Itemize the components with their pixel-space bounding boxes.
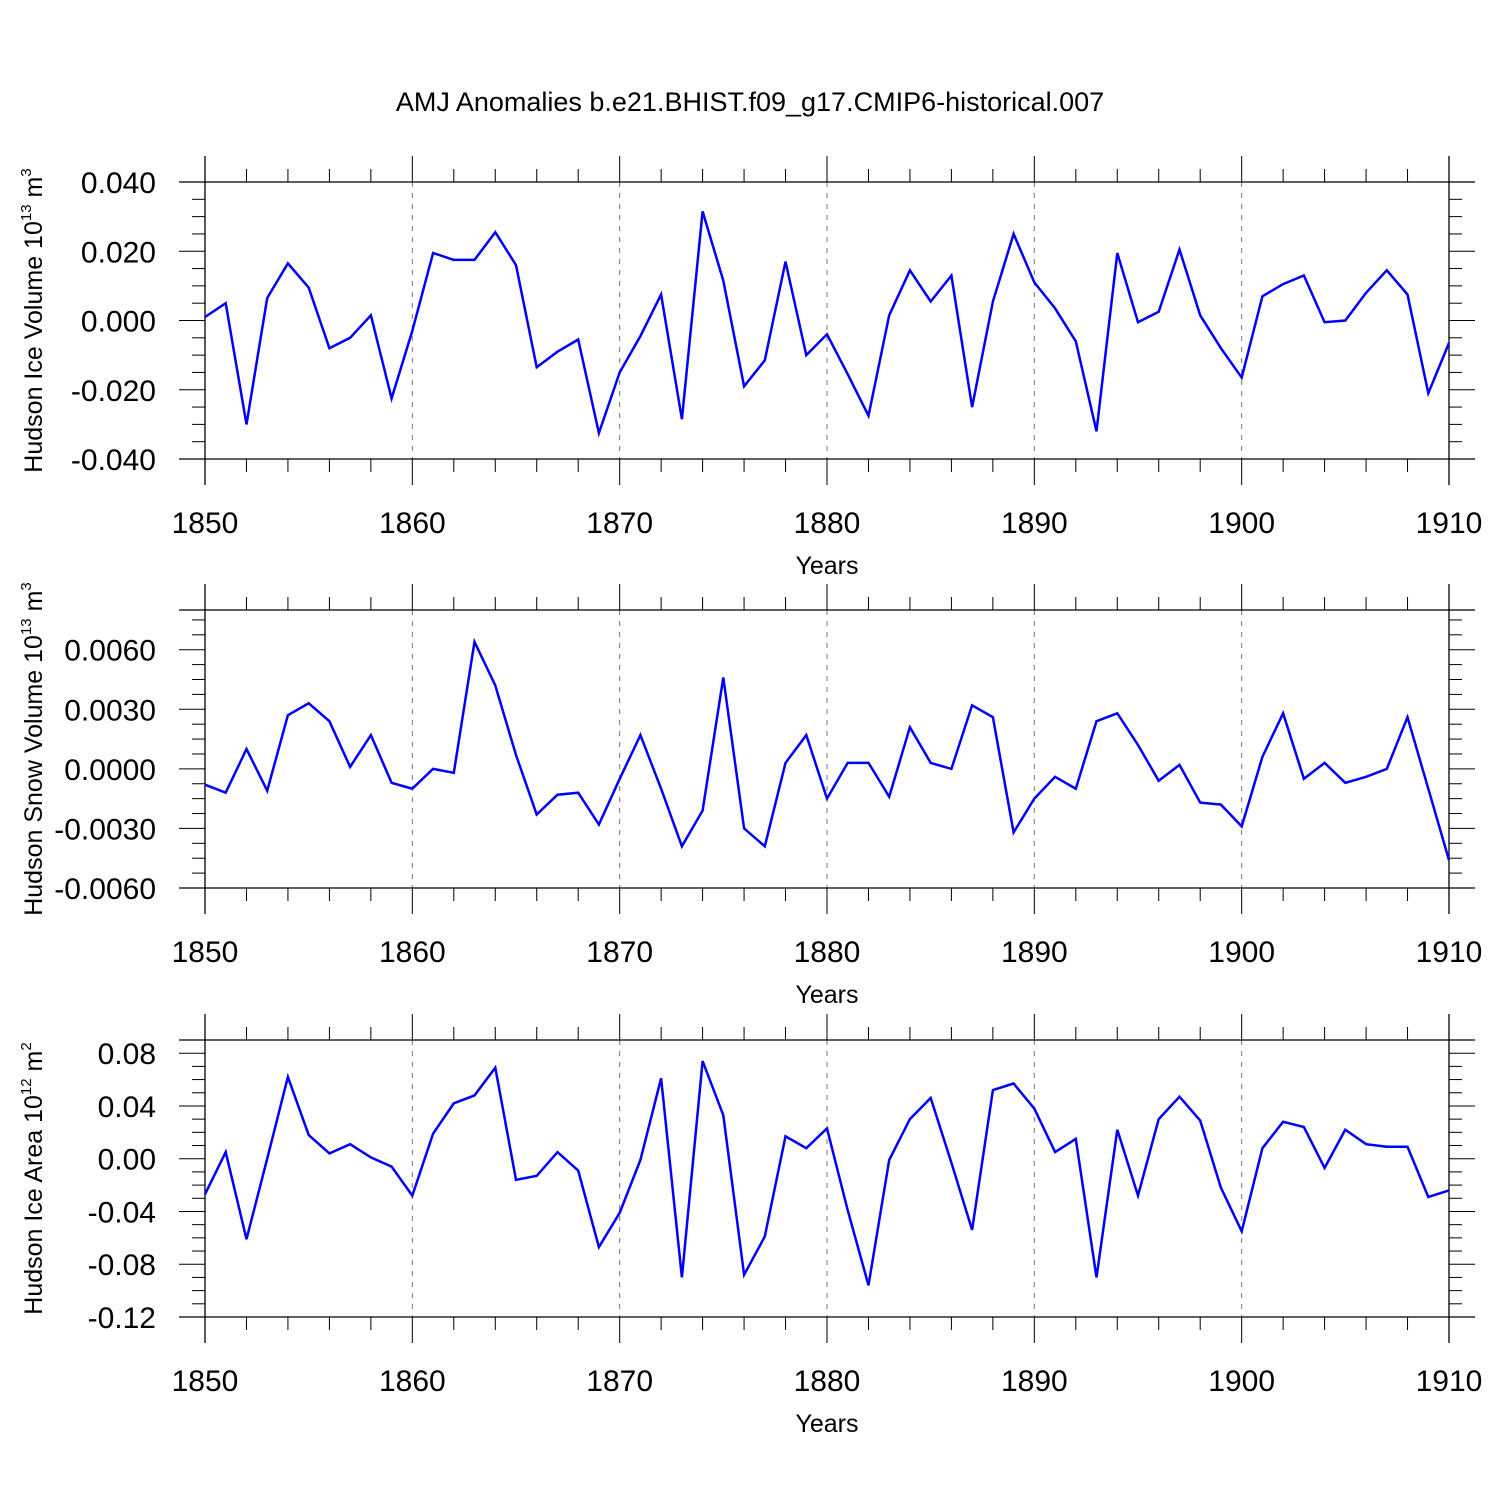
x-tick-label: 1850 (172, 936, 239, 969)
y-axis-title-text: Hudson Snow Volume 10 (20, 635, 48, 916)
y-tick-label: 0.0060 (64, 635, 156, 668)
y-axis-title-unit-exponent: 2 (18, 1042, 35, 1050)
x-tick-label: 1880 (794, 936, 861, 969)
y-axis-title-exponent: 13 (18, 618, 35, 635)
y-axis-title-unit: m (20, 1051, 48, 1079)
y-tick-label: 0.020 (81, 236, 156, 269)
series-line (203, 1060, 1450, 1286)
panel-2: 1850 1860 1870 1880 1890 1900 1910 Years -0.0060… (18, 582, 1482, 1009)
y-tick-label: -0.0060 (54, 873, 156, 906)
x-tick-label: 1870 (586, 507, 653, 540)
y-axis-title-unit: m (20, 591, 48, 619)
x-axis-title: Years (795, 552, 858, 580)
y-axis-title-unit-exponent: 3 (18, 168, 35, 176)
y-axis-title-text: Hudson Ice Volume 10 (20, 221, 48, 473)
y-tick-label: -0.0030 (54, 813, 156, 846)
x-tick-label: 1890 (1001, 1365, 1068, 1398)
x-tick-label: 1900 (1208, 507, 1275, 540)
chart-title: AMJ Anomalies b.e21.BHIST.f09_g17.CMIP6-… (396, 87, 1104, 117)
y-axis-title-exponent: 12 (18, 1078, 35, 1095)
x-tick-label: 1910 (1416, 936, 1483, 969)
x-tick-label: 1860 (379, 1365, 446, 1398)
y-tick-label: 0.000 (81, 306, 156, 339)
series-line (204, 637, 1451, 861)
y-axis-title: Hudson Snow Volume 1013 m3 (18, 582, 48, 916)
x-tick-label: 1890 (1001, 936, 1068, 969)
x-tick-label: 1850 (172, 1365, 239, 1398)
y-axis-title: Hudson Ice Volume 1013 m3 (18, 168, 48, 472)
panel-3: 1850 1860 1870 1880 1890 1900 1910 Years -0.12 -0… (18, 1014, 1482, 1438)
x-tick-label: 1890 (1001, 507, 1068, 540)
y-tick-label: 0.08 (98, 1038, 156, 1071)
y-axis-title: Hudson Ice Area 1012 m2 (18, 1042, 48, 1314)
series-line (204, 211, 1451, 438)
x-tick-label: 1910 (1416, 507, 1483, 540)
x-tick-label: 1870 (586, 1365, 653, 1398)
x-tick-label: 1860 (379, 936, 446, 969)
x-tick-label: 1850 (172, 507, 239, 540)
y-tick-label: -0.04 (88, 1196, 156, 1229)
x-tick-label: 1900 (1208, 1365, 1275, 1398)
x-axis-title: Years (795, 1410, 858, 1438)
y-tick-label: -0.020 (71, 375, 156, 408)
x-tick-label: 1880 (794, 1365, 861, 1398)
y-tick-label: 0.040 (81, 167, 156, 200)
y-axis-title-exponent: 13 (18, 204, 35, 221)
panel-1: 1850 1860 1870 1880 1890 1900 1910 Years -0.040 -… (18, 156, 1482, 580)
y-axis-title-unit-exponent: 3 (18, 582, 35, 590)
y-tick-label: 0.0000 (64, 754, 156, 787)
x-axis-title: Years (795, 981, 858, 1009)
y-tick-label: -0.12 (88, 1302, 156, 1335)
x-tick-label: 1900 (1208, 936, 1275, 969)
y-tick-label: 0.0030 (64, 694, 156, 727)
x-tick-label: 1860 (379, 507, 446, 540)
x-tick-label: 1880 (794, 507, 861, 540)
x-tick-label: 1870 (586, 936, 653, 969)
y-axis-title-text: Hudson Ice Area 10 (20, 1095, 48, 1315)
y-tick-label: 0.04 (98, 1091, 156, 1124)
x-tick-label: 1910 (1416, 1365, 1483, 1398)
y-tick-label: 0.00 (98, 1144, 156, 1177)
y-axis-title-unit: m (20, 177, 48, 205)
y-tick-label: -0.08 (88, 1249, 156, 1282)
y-tick-label: -0.040 (71, 444, 156, 477)
